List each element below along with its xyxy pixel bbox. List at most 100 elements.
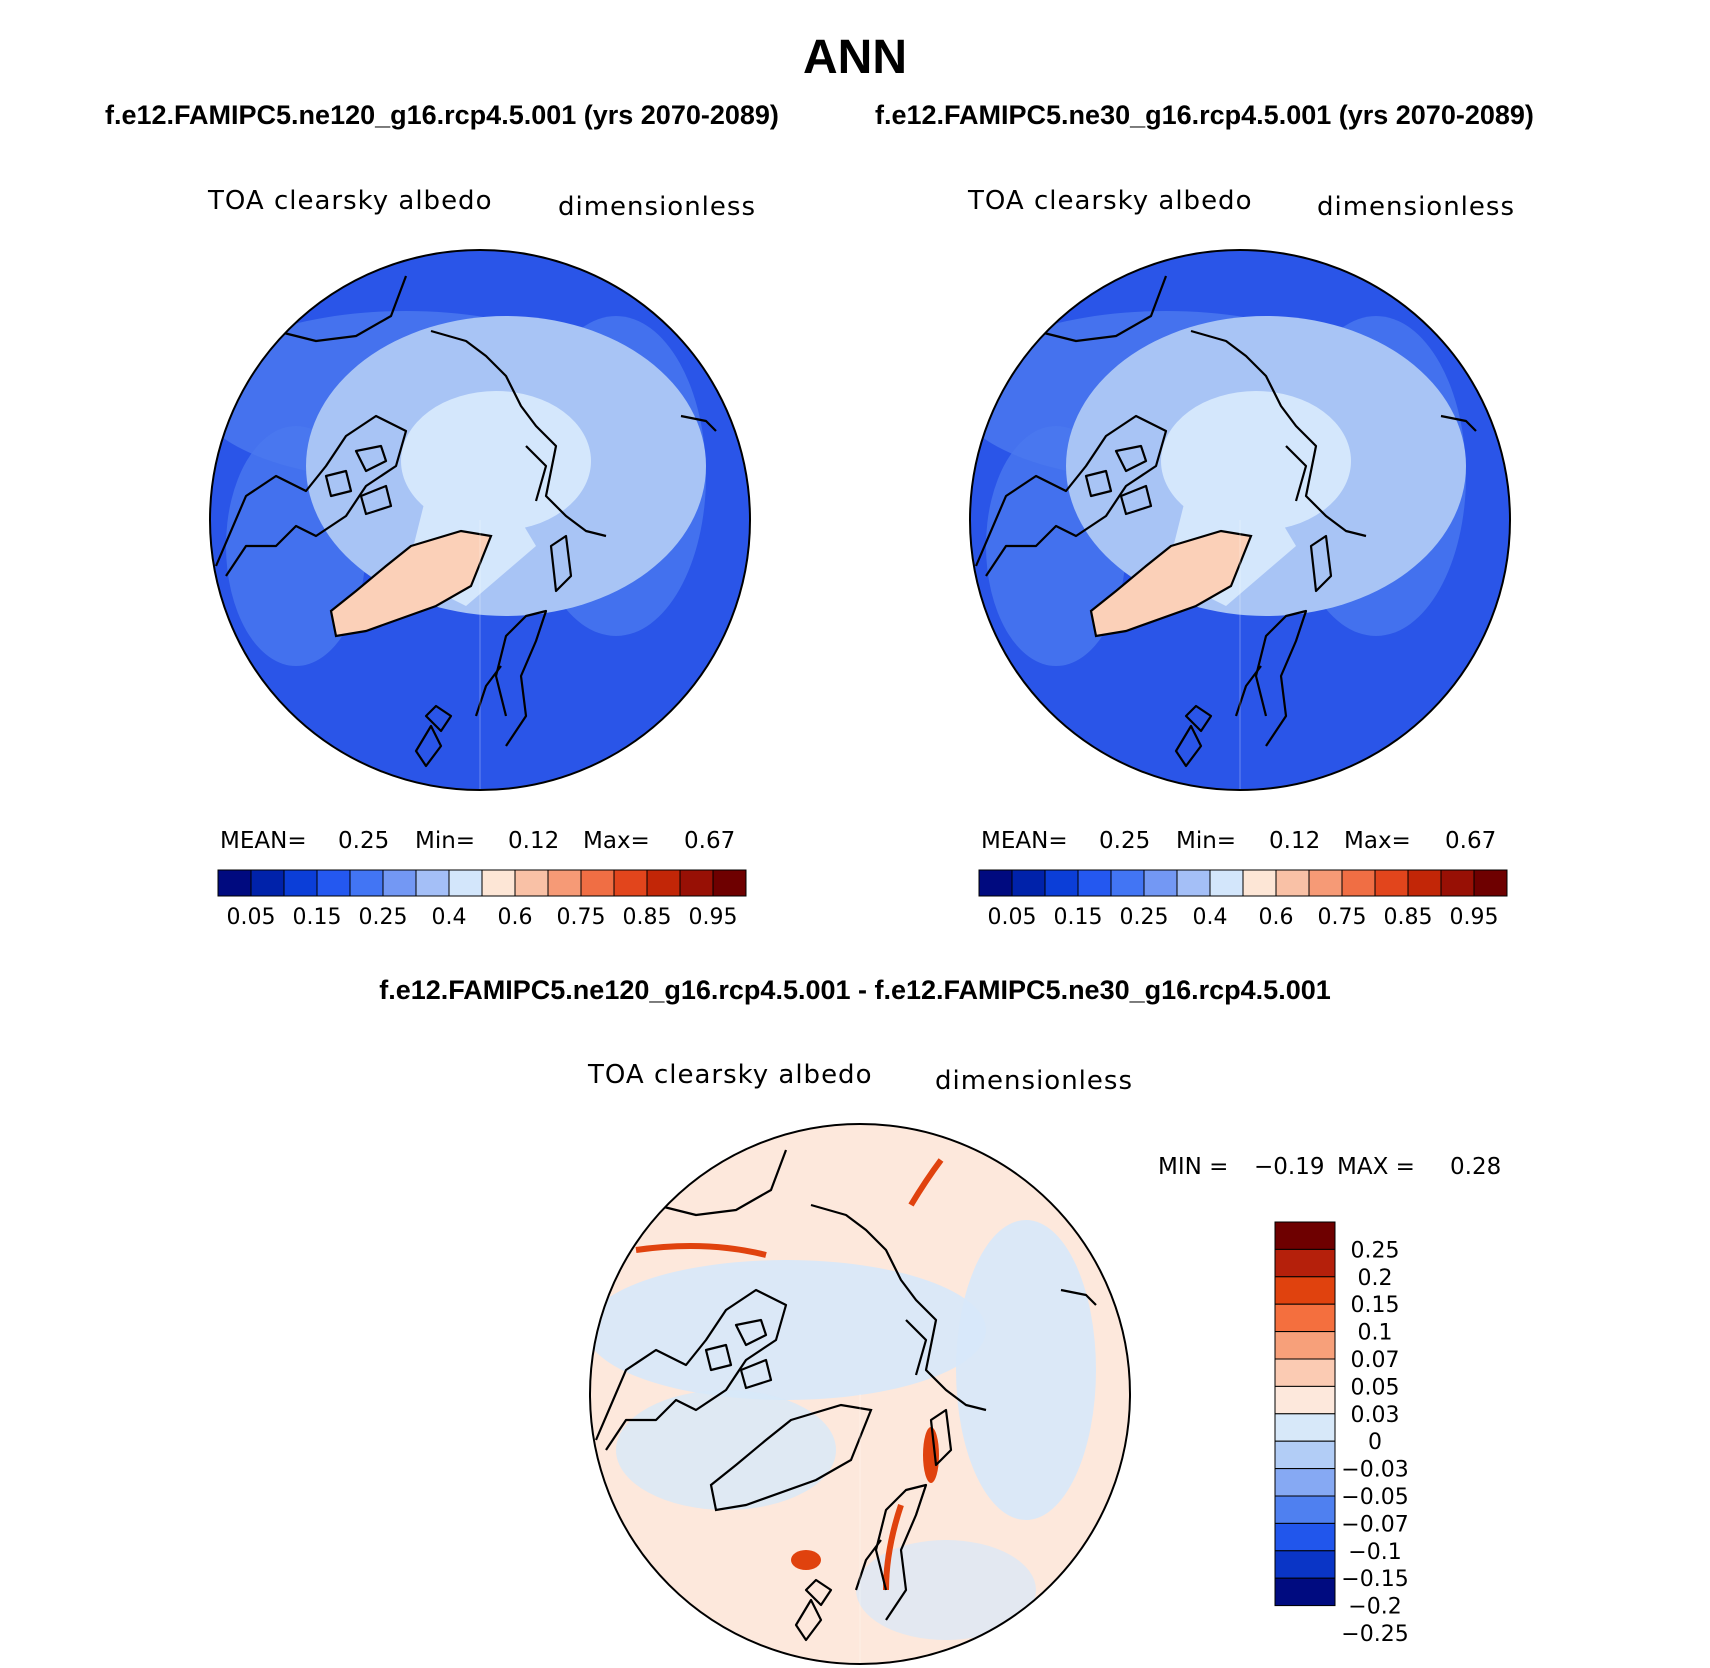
panel2-colorbar-box — [1440, 869, 1475, 897]
panel1-mean-value: 0.25 — [338, 828, 390, 854]
diff-colorbar-tick-label: 0.05 — [1351, 1375, 1400, 1400]
figure-title: ANN — [803, 31, 907, 84]
diff-colorbar-tick-label: −0.2 — [1348, 1595, 1401, 1620]
panel2-colorbar-box — [1077, 869, 1112, 897]
panel1-colorbar-tick-label: 0.25 — [359, 905, 408, 930]
panel1-colorbar-box — [283, 869, 318, 897]
panel2-colorbar-tick-label: 0.6 — [1259, 905, 1294, 930]
diff-colorbar-box — [1274, 1440, 1336, 1470]
panel1-units-label: dimensionless — [558, 192, 756, 222]
case-title-left: f.e12.FAMIPC5.ne120_g16.rcp4.5.001 (yrs … — [105, 100, 779, 130]
panel1-colorbar-tick-label: 0.95 — [689, 905, 738, 930]
panel2-colorbar-tick-label: 0.15 — [1054, 905, 1103, 930]
panel1-colorbar-box — [613, 869, 648, 897]
panel2-colorbar-box — [1044, 869, 1079, 897]
diff-colorbar: 0.250.20.150.10.070.050.030−0.03−0.05−0.… — [1274, 1221, 1409, 1647]
panel1-colorbar-tick-label: 0.75 — [557, 905, 606, 930]
panel1-colorbar-box — [448, 869, 483, 897]
diff-colorbar-box — [1274, 1331, 1336, 1360]
diff-colorbar-box — [1274, 1522, 1336, 1552]
panel2-colorbar-tick-label: 0.75 — [1318, 905, 1367, 930]
diff-colorbar-tick-label: 0.07 — [1351, 1348, 1400, 1373]
panel2-max-label: Max= — [1344, 828, 1411, 854]
diff-colorbar-tick-label: −0.1 — [1348, 1540, 1401, 1565]
diff-colorbar-tick-label: 0 — [1368, 1430, 1382, 1455]
diff-colorbar-box — [1274, 1276, 1336, 1305]
panel1-max-label: Max= — [583, 828, 650, 854]
panel2-colorbar-box — [1011, 869, 1046, 897]
panel2-colorbar: 0.05 0.15 0.25 0.4 0.6 0.75 0.85 0.95 — [978, 869, 1508, 930]
panel2-colorbar-box — [1242, 869, 1277, 897]
panel2-colorbar-tick-label: 0.85 — [1384, 905, 1433, 930]
panel1-min-value: 0.12 — [508, 828, 560, 854]
diff-max-label: MAX = — [1337, 1154, 1415, 1180]
panel2-colorbar-tick-label: 0.95 — [1450, 905, 1499, 930]
diff-colorbar-tick-label: −0.07 — [1341, 1512, 1408, 1537]
panel1-colorbar-tick-label: 0.85 — [623, 905, 672, 930]
panel1-max-value: 0.67 — [684, 828, 736, 854]
panel2-variable-label: TOA clearsky albedo — [968, 186, 1253, 216]
diff-colorbar-box — [1274, 1550, 1336, 1579]
panel2-greenland — [1089, 529, 1253, 638]
panel2-colorbar-box — [1341, 869, 1376, 897]
panel2-min-value: 0.12 — [1269, 828, 1321, 854]
panel2-min-label: Min= — [1176, 828, 1237, 854]
panel1-colorbar-box — [712, 869, 747, 897]
panel1-colorbar-tick-label: 0.15 — [293, 905, 342, 930]
panel1-colorbar-tick-label: 0.05 — [227, 905, 276, 930]
panel2-colorbar-box — [1176, 869, 1211, 897]
panel1-colorbar-box — [349, 869, 384, 897]
difference-title: f.e12.FAMIPC5.ne120_g16.rcp4.5.001 - f.e… — [379, 975, 1331, 1005]
panel2-colorbar-box — [1275, 869, 1310, 897]
panel1-mean-label: MEAN= — [220, 828, 307, 854]
diff-min-value: −0.19 — [1254, 1154, 1325, 1180]
diff-min-label: MIN = — [1158, 1154, 1229, 1180]
diff-colorbar-box — [1274, 1385, 1336, 1415]
panel2-colorbar-box — [1110, 869, 1145, 897]
panel2-colorbar-tick-label: 0.25 — [1120, 905, 1169, 930]
panel1-colorbar-box — [679, 869, 714, 897]
panel1-colorbar-box — [415, 869, 450, 897]
diff-variable-label: TOA clearsky albedo — [588, 1060, 873, 1090]
panel1-min-label: Min= — [415, 828, 476, 854]
panel1-colorbar-box — [316, 869, 351, 897]
diff-colorbar-tick-label: 0.2 — [1358, 1266, 1393, 1291]
panel1-greenland — [329, 529, 493, 638]
panel2-colorbar-box — [1374, 869, 1409, 897]
panel2-polar-map — [969, 249, 1511, 791]
panel2-max-value: 0.67 — [1445, 828, 1497, 854]
panel1-colorbar-tick-label: 0.6 — [498, 905, 533, 930]
panel2-colorbar-box — [1209, 869, 1244, 897]
panel2-colorbar-box — [1473, 869, 1508, 897]
diff-colorbar-box — [1274, 1577, 1336, 1607]
diff-colorbar-tick-label: −0.15 — [1341, 1567, 1408, 1592]
panel1-colorbar: 0.05 0.15 0.25 0.4 0.6 0.75 0.85 0.95 — [217, 869, 747, 930]
diff-greenland — [709, 1403, 873, 1512]
panel2-map-border — [969, 249, 1511, 791]
panel2-mean-value: 0.25 — [1099, 828, 1151, 854]
panel1-colorbar-box — [514, 869, 549, 897]
diff-colorbar-tick-label: −0.25 — [1341, 1622, 1408, 1647]
panel1-colorbar-box — [481, 869, 516, 897]
panel1-colorbar-box — [382, 869, 417, 897]
panel2-colorbar-box — [978, 869, 1013, 897]
diff-colorbar-tick-label: 0.03 — [1351, 1403, 1400, 1428]
panel1-colorbar-box — [547, 869, 582, 897]
diff-colorbar-tick-label: 0.1 — [1358, 1321, 1393, 1346]
diff-colorbar-box — [1274, 1495, 1336, 1524]
diff-colorbar-box — [1274, 1221, 1336, 1250]
case-title-right: f.e12.FAMIPC5.ne30_g16.rcp4.5.001 (yrs 2… — [875, 100, 1534, 130]
panel1-polar-map — [209, 249, 751, 791]
panel2-colorbar-tick-label: 0.4 — [1193, 905, 1228, 930]
panel2-colorbar-tick-label: 0.05 — [988, 905, 1037, 930]
diff-colorbar-box — [1274, 1358, 1336, 1387]
diff-colorbar-tick-label: 0.25 — [1351, 1238, 1400, 1263]
panel1-colorbar-tick-label: 0.4 — [432, 905, 467, 930]
panel1-colorbar-box — [646, 869, 681, 897]
panel1-colorbar-box — [580, 869, 615, 897]
diff-polar-map — [589, 1123, 1131, 1665]
diff-units-label: dimensionless — [935, 1066, 1133, 1096]
panel2-colorbar-box — [1407, 869, 1442, 897]
diff-colorbar-box — [1274, 1248, 1336, 1278]
panel2-mean-label: MEAN= — [981, 828, 1068, 854]
